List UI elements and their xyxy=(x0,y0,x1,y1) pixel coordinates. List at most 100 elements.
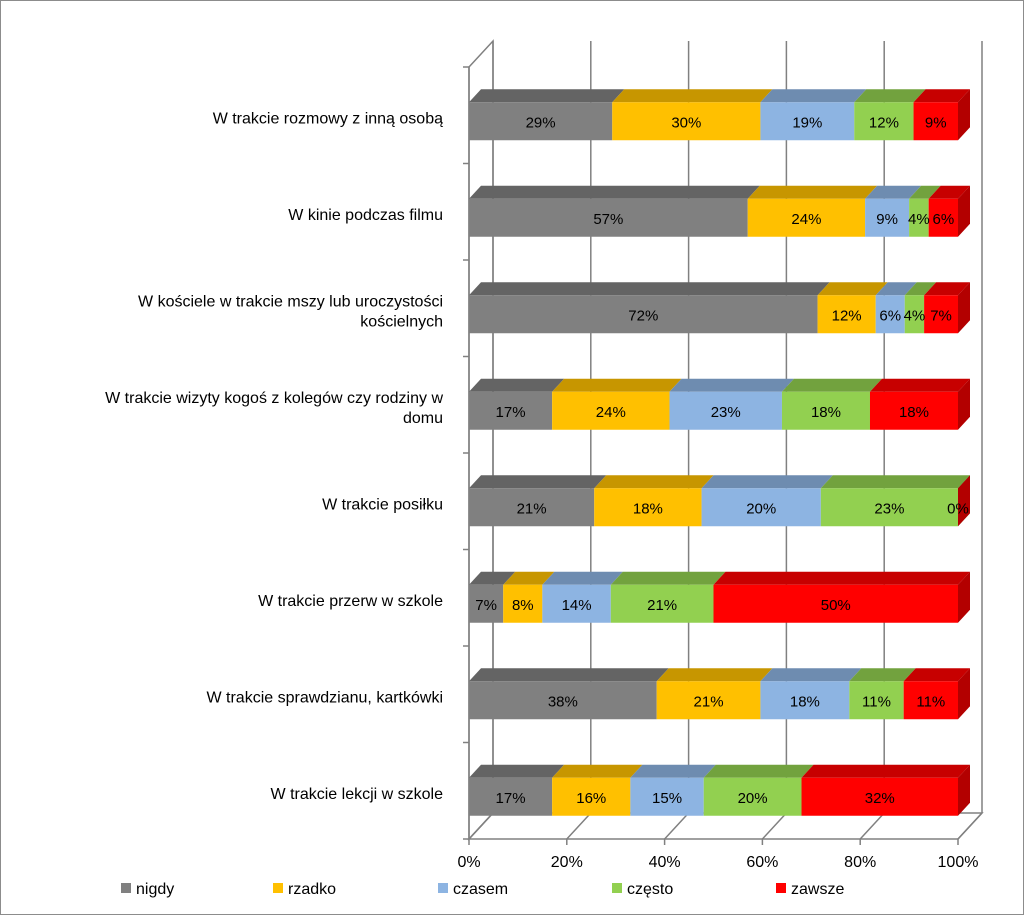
bar-często xyxy=(909,198,929,237)
data-label: 7% xyxy=(475,597,497,614)
bar-czasem xyxy=(875,295,905,334)
data-label: 0% xyxy=(947,500,969,517)
bar-top-rzadko xyxy=(594,475,714,489)
bar-top-nigdy xyxy=(469,185,760,199)
data-label: 16% xyxy=(576,790,606,807)
bar-top-czasem xyxy=(630,764,716,778)
bar-side-zawsze xyxy=(958,764,970,816)
data-label: 18% xyxy=(633,500,663,517)
bar-top-rzadko xyxy=(612,89,773,103)
x-tick-label: 0% xyxy=(457,854,480,871)
bar-nigdy xyxy=(469,102,613,141)
gridline-floor xyxy=(761,812,787,840)
labels-layer: 0% 20% 40% 60% 80% 100% 29% 30% 19% 12% 9% W trakci… xyxy=(105,110,978,871)
bar-side-zawsze xyxy=(958,668,970,720)
bar-zawsze xyxy=(913,102,958,141)
data-label: 12% xyxy=(832,307,862,324)
data-label: 24% xyxy=(791,211,821,228)
data-label: 4% xyxy=(904,307,926,324)
bar-nigdy xyxy=(469,584,504,623)
category-label: W trakcie lekcji w szkole xyxy=(271,786,444,803)
grid-layer xyxy=(463,39,984,845)
bar-side-zawsze xyxy=(958,185,970,237)
gridline-floor xyxy=(957,812,983,840)
x-tick-label: 80% xyxy=(844,854,876,871)
data-label: 32% xyxy=(865,790,895,807)
bar-top-zawsze xyxy=(869,378,970,392)
bar-czasem xyxy=(630,777,704,816)
data-label: 30% xyxy=(671,114,701,131)
gridline-floor xyxy=(468,812,494,840)
bar-nigdy xyxy=(469,488,595,527)
bar-top-nigdy xyxy=(469,764,565,778)
data-label: 50% xyxy=(821,597,851,614)
data-label: 21% xyxy=(694,693,724,710)
data-label: 11% xyxy=(862,693,891,710)
data-label: 72% xyxy=(628,307,658,324)
bar-top-rzadko xyxy=(747,185,878,199)
bar-top-czasem xyxy=(760,668,862,682)
category-label: domu xyxy=(403,410,443,427)
bar-top-rzadko xyxy=(656,668,773,682)
floor xyxy=(467,812,984,840)
data-label: 38% xyxy=(548,693,578,710)
bar-nigdy xyxy=(469,391,553,430)
data-label: 17% xyxy=(496,404,526,421)
bar-top-nigdy xyxy=(469,668,669,682)
bar-czasem xyxy=(542,584,611,623)
legend-label-czasem: czasem xyxy=(453,881,508,898)
legend-label-nigdy: nigdy xyxy=(136,881,174,898)
bar-top-nigdy xyxy=(469,378,565,392)
bar-top-rzadko xyxy=(552,378,682,392)
gridline-floor xyxy=(664,812,690,840)
bar-top-nigdy xyxy=(469,475,607,489)
bar-czasem xyxy=(669,391,782,430)
bar-top-zawsze xyxy=(903,668,970,682)
bar-zawsze xyxy=(924,295,958,334)
category-label: W trakcie sprawdzianu, kartkówki xyxy=(206,689,443,706)
bar-top-zawsze xyxy=(924,282,970,296)
bar-top-rzadko xyxy=(552,764,643,778)
data-label: 18% xyxy=(899,404,929,421)
bar-zawsze xyxy=(713,584,958,623)
data-label: 11% xyxy=(916,693,945,710)
bar-top-nigdy xyxy=(469,89,625,103)
category-label: W trakcie rozmowy z inną osobą xyxy=(213,110,443,127)
bar-nigdy xyxy=(469,681,657,720)
bar-zawsze xyxy=(801,777,958,816)
data-label: 15% xyxy=(652,790,682,807)
bar-top-często xyxy=(854,89,926,103)
x-tick-label: 60% xyxy=(746,854,778,871)
legend-label-rzadko: rzadko xyxy=(288,881,336,898)
bars-layer xyxy=(469,89,970,816)
data-label: 18% xyxy=(790,693,820,710)
data-label: 18% xyxy=(811,404,841,421)
bar-top-czasem xyxy=(542,571,623,585)
bar-nigdy xyxy=(469,198,748,237)
bar-rzadko xyxy=(503,584,543,623)
bar-top-często xyxy=(849,668,916,682)
bar-często xyxy=(781,391,870,430)
data-label: 17% xyxy=(496,790,526,807)
data-label: 23% xyxy=(874,500,904,517)
data-label: 57% xyxy=(593,211,623,228)
bar-często xyxy=(820,488,958,527)
data-label: 9% xyxy=(876,211,898,228)
bar-side-zawsze xyxy=(958,378,970,430)
bar-top-rzadko xyxy=(817,282,888,296)
bar-często xyxy=(854,102,914,141)
bar-side-zawsze xyxy=(958,282,970,334)
legend-swatch-nigdy xyxy=(121,883,131,893)
bar-często xyxy=(610,584,714,623)
x-tick-label: 20% xyxy=(551,854,583,871)
bar-czasem xyxy=(760,681,850,720)
bar-side-zawsze xyxy=(958,89,970,141)
bar-top-zawsze xyxy=(801,764,970,778)
bar-top-rzadko xyxy=(503,571,555,585)
legend-swatch-często xyxy=(612,883,622,893)
bar-top-zawsze xyxy=(713,571,970,585)
gridline-floor xyxy=(859,812,885,840)
bar-top-zawsze xyxy=(913,89,970,103)
left-wall xyxy=(468,39,494,841)
category-label: W kinie podczas filmu xyxy=(288,207,443,224)
